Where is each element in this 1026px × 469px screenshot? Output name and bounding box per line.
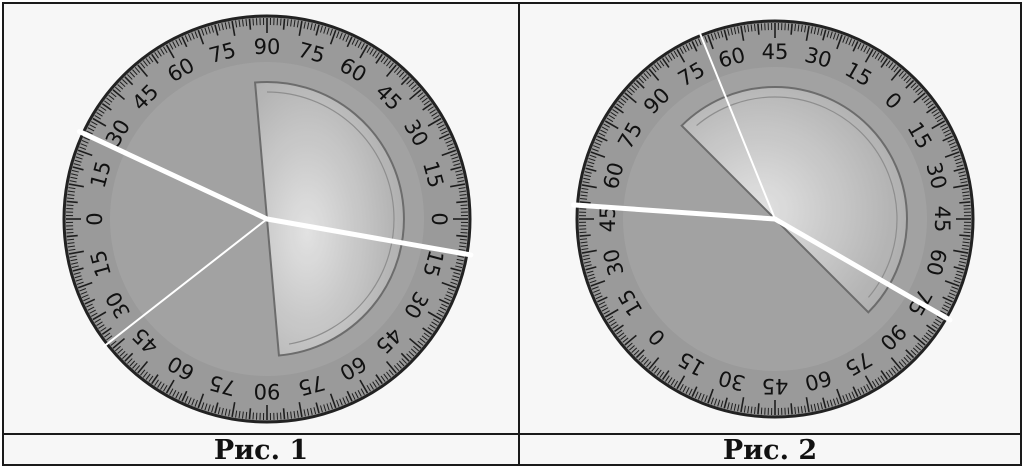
tick-marks (579, 23, 971, 415)
protractor-shape (680, 86, 908, 314)
ray-thick (76, 129, 270, 222)
protractor-shape (253, 81, 405, 357)
ray-thick (772, 216, 953, 323)
ray-thin (102, 218, 268, 348)
ray-thin (698, 30, 776, 220)
protractor-inner-arc (266, 91, 395, 345)
scale-number: 90 (254, 379, 281, 403)
horizontal-divider (2, 433, 1022, 435)
figure-2-caption: Рис. 2 (722, 435, 818, 466)
ray-thick (570, 202, 778, 222)
protractor-inner-arc (696, 96, 898, 298)
scale-number: 45 (762, 40, 789, 64)
figure-1-caption: Рис. 1 (213, 435, 309, 466)
ray-thick (264, 216, 474, 258)
scale-number: 45 (930, 206, 954, 233)
scale-number: 90 (254, 35, 281, 59)
tick-marks (66, 18, 468, 420)
vertical-divider (518, 2, 520, 466)
scale-number: 0 (427, 212, 451, 225)
scale-number: 45 (762, 374, 789, 398)
figure-2-dial: 4560759075604530150153045607590756045301… (570, 19, 975, 419)
scale-number: 0 (83, 212, 107, 225)
